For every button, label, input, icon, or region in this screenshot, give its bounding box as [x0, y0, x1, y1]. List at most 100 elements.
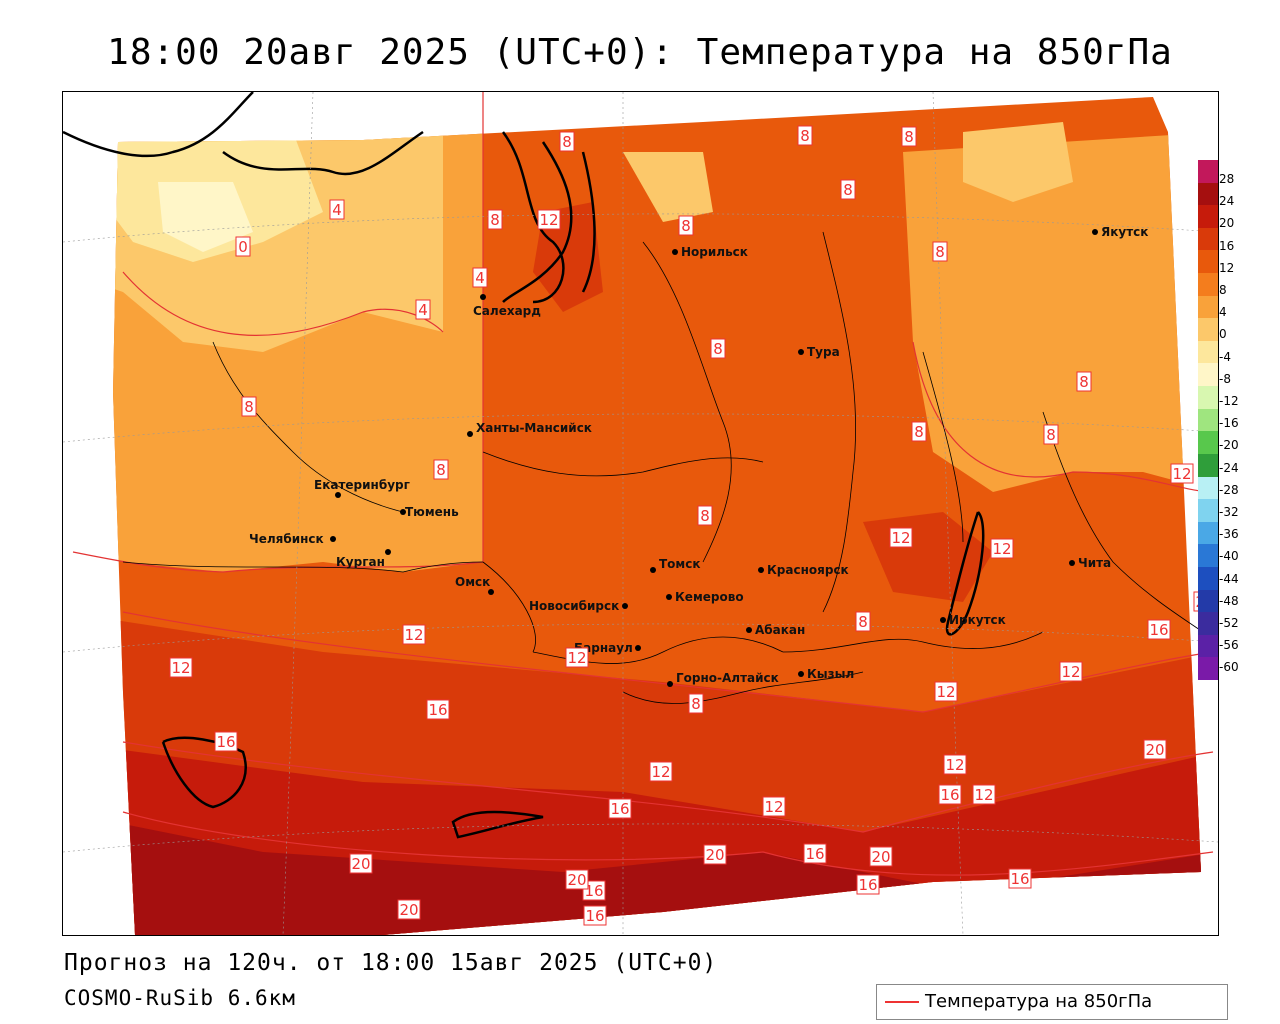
isotherm-label-box — [402, 624, 426, 645]
admin-borders — [122, 231, 1204, 704]
isotherm-label: 4 — [475, 269, 485, 287]
isotherm-label: 20 — [705, 846, 724, 864]
isotherm-label-box — [565, 647, 589, 668]
isotherm-label: 16 — [805, 845, 824, 863]
city-label: Чита — [1078, 556, 1111, 570]
isotherm-label: 8 — [244, 398, 254, 416]
isotherm-label: 8 — [681, 217, 691, 235]
isotherm-label: 20 — [1145, 741, 1164, 759]
isotherm-label-box — [703, 844, 727, 865]
colorbar-tick: -52 — [1219, 616, 1239, 630]
isotherm-label-box — [1059, 661, 1083, 682]
city-dot — [667, 681, 673, 687]
city-dot — [480, 294, 486, 300]
colorbar-segment — [1198, 634, 1218, 658]
isotherm-label: 8 — [691, 695, 701, 713]
isotherm-label-box — [869, 846, 893, 867]
colorbar-tick: -32 — [1219, 505, 1239, 519]
colorbar-segment — [1198, 250, 1218, 274]
graticule — [63, 92, 1218, 935]
colorbar-tick: -44 — [1219, 571, 1239, 586]
isotherm-label: 12 — [651, 763, 670, 781]
city-dot — [1069, 560, 1075, 566]
isotherm-label-box — [487, 209, 503, 230]
isotherm-label: 8 — [843, 181, 853, 199]
isotherm-label-box — [803, 843, 827, 864]
isotherm-label-box — [235, 236, 251, 257]
city-label: Норильск — [681, 245, 748, 259]
isotherm-label: 8 — [800, 127, 810, 145]
city-label: Кемерово — [675, 590, 744, 604]
isotherm-label-box — [397, 899, 421, 920]
isotherm-label-box — [559, 131, 575, 152]
isotherm-label-box — [901, 126, 917, 147]
isotherm-label-box — [797, 125, 813, 146]
isotherm-label-box — [972, 784, 996, 805]
isotherm-label-box — [1147, 619, 1171, 640]
city-label: Новосибирск — [529, 599, 619, 613]
city-label: Барнаул — [574, 641, 633, 655]
colorbar-tick: 12 — [1219, 260, 1235, 275]
isotherm-label: 16 — [1010, 870, 1029, 888]
isotherm-label: 12 — [936, 683, 955, 701]
contour-legend: Температура на 850гПа — [876, 984, 1228, 1020]
map-canvas[interactable]: Якутск Норильск Салехард Тура Ханты-Мансийск… — [62, 91, 1219, 936]
isotherm-label-box — [840, 179, 856, 200]
colorbar-segment — [1198, 453, 1218, 477]
isotherm-label-box — [932, 241, 948, 262]
isotherm-label: 8 — [436, 461, 446, 479]
isotherm-label: 16 — [428, 701, 447, 719]
city-dot — [330, 536, 336, 542]
isotherm-label: 12 — [992, 540, 1011, 558]
colorbar-segment — [1198, 386, 1218, 410]
city-dot — [746, 627, 752, 633]
city-dot — [1092, 229, 1098, 235]
isotherm-contours — [72, 92, 1214, 876]
colorbar-segment — [1198, 431, 1218, 455]
city-label: Кызыл — [807, 667, 854, 681]
isotherm-label-box — [762, 796, 786, 817]
isotherm-label: 16 — [858, 876, 877, 894]
colorbar-tick: 24 — [1219, 194, 1235, 209]
colorbar-segment — [1198, 340, 1218, 364]
isotherm-label: 12 — [404, 626, 423, 644]
isotherm-label: 12 — [764, 798, 783, 816]
isotherm-label: 12 — [171, 659, 190, 677]
isotherm-label-box — [565, 869, 589, 890]
colorbar-segment — [1198, 273, 1218, 297]
colorbar-segment — [1198, 205, 1218, 229]
isotherm-label-box — [938, 784, 962, 805]
colorbar-segment — [1198, 318, 1218, 342]
isotherm-label-box — [608, 798, 632, 819]
isotherm-label-box — [537, 209, 561, 230]
colorbar-tick: -8 — [1219, 371, 1231, 386]
isotherm-label-box — [710, 338, 726, 359]
isotherm-label-box — [649, 761, 673, 782]
isotherm-label-box — [426, 699, 450, 720]
isotherm-labels: 0 4 4 4 8 8 8 8 8 8 8 8 8 8 8 8 8 8 8 8 12 12 12 12 12 12 12 12 12 12… — [169, 125, 1217, 926]
forecast-info: Прогноз на 120ч. от 18:00 15авг 2025 (UT… — [64, 950, 718, 976]
colorbar-tick: -16 — [1219, 416, 1239, 431]
isotherm-label-box — [169, 657, 193, 678]
city-label: Екатеринбург — [314, 478, 410, 492]
colorbar-segment — [1198, 295, 1218, 319]
isotherm-label: 16 — [610, 800, 629, 818]
colorbar-tick: 4 — [1219, 305, 1227, 320]
isotherm-label-box — [1008, 868, 1032, 889]
isotherm-label-box — [433, 459, 449, 480]
isotherm-label: 12 — [974, 786, 993, 804]
colorbar-segment — [1198, 544, 1218, 568]
city-label: Ханты-Мансийск — [476, 421, 592, 435]
city-dot — [666, 594, 672, 600]
city-dot — [467, 431, 473, 437]
city-label: Тюмень — [405, 505, 459, 519]
contour-legend-label: Температура на 850гПа — [925, 991, 1153, 1012]
colorbar-segment — [1198, 521, 1218, 545]
city-dot — [400, 509, 406, 515]
isotherm-label: 12 — [539, 211, 558, 229]
city-dot — [798, 671, 804, 677]
colorbar-tick: -56 — [1219, 638, 1239, 653]
city-dot — [488, 589, 494, 595]
isotherm-label: 8 — [700, 507, 710, 525]
colorbar-segment — [1198, 499, 1218, 523]
